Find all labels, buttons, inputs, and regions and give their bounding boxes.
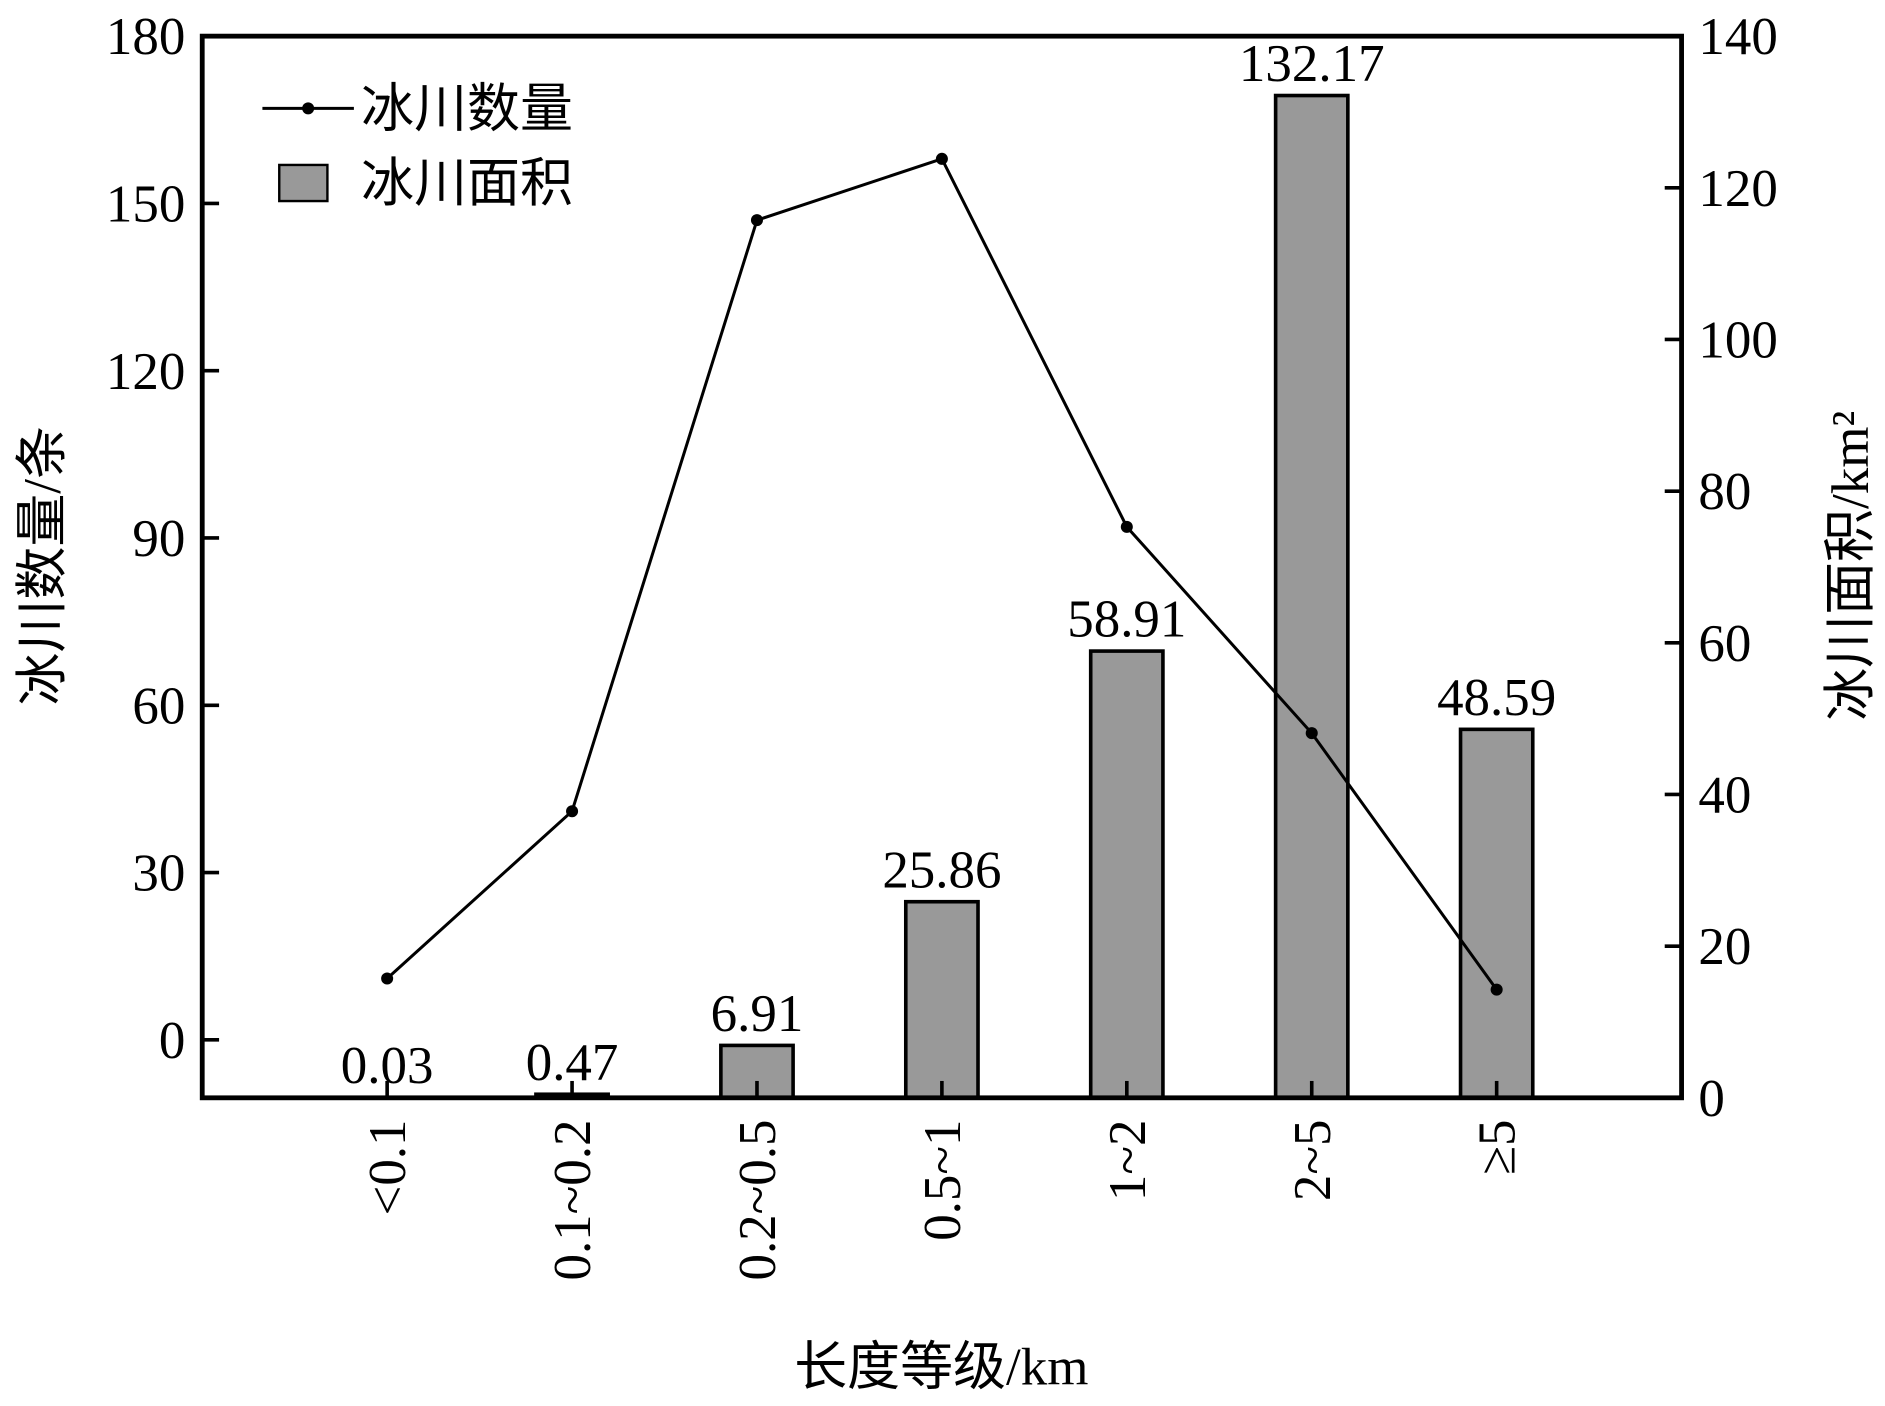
line-marker [566, 805, 579, 818]
y-tick-label: 0 [159, 1012, 185, 1070]
y2-axis-label: 冰川面积/km² [1822, 411, 1880, 721]
x-tick-label: 0.2~0.5 [729, 1119, 787, 1280]
x-tick-label: 1~2 [1099, 1119, 1157, 1201]
x-tick-label: 0.5~1 [914, 1119, 972, 1240]
y2-tick-label: 40 [1698, 767, 1751, 825]
legend-marker [302, 102, 315, 115]
y-tick-label: 30 [132, 845, 185, 903]
x-tick-label: 0.1~0.2 [544, 1119, 602, 1280]
data-label: 48.59 [1437, 669, 1556, 727]
data-label: 6.91 [711, 985, 804, 1043]
data-label: 58.91 [1067, 591, 1186, 649]
bar [1273, 93, 1350, 1100]
line-marker [1305, 727, 1318, 740]
y-axis-label: 冰川数量/条 [14, 426, 72, 705]
bar [1088, 649, 1165, 1100]
bar [1458, 727, 1535, 1100]
bar [903, 899, 980, 1100]
y2-tick-label: 60 [1698, 615, 1751, 673]
data-label: 25.86 [882, 841, 1001, 899]
y2-tick-label: 80 [1698, 463, 1751, 521]
y-tick-label: 150 [106, 175, 185, 233]
y-tick-label: 90 [132, 510, 185, 568]
y2-tick-label: 100 [1698, 312, 1777, 370]
x-tick-label: <0.1 [359, 1119, 417, 1215]
x-axis-label: 长度等级/km [794, 1338, 1088, 1396]
y2-tick-label: 20 [1698, 918, 1751, 976]
y-tick-label: 60 [132, 677, 185, 735]
line-marker [750, 214, 763, 227]
line-marker [381, 972, 394, 985]
line-marker [1490, 983, 1503, 996]
y-tick-label: 180 [106, 8, 185, 66]
y2-tick-label: 0 [1698, 1070, 1724, 1128]
line-marker [935, 152, 948, 165]
y2-tick-label: 140 [1698, 8, 1777, 66]
legend-label: 冰川数量 [361, 80, 573, 138]
x-tick-label: 2~5 [1284, 1119, 1342, 1201]
legend-swatch [278, 163, 329, 203]
x-tick-label: ≥5 [1469, 1119, 1527, 1175]
line-marker [1120, 520, 1133, 533]
data-label: 132.17 [1239, 35, 1385, 93]
y-tick-label: 120 [106, 343, 185, 401]
legend-label: 冰川面积 [361, 155, 573, 213]
y2-tick-label: 120 [1698, 160, 1777, 218]
